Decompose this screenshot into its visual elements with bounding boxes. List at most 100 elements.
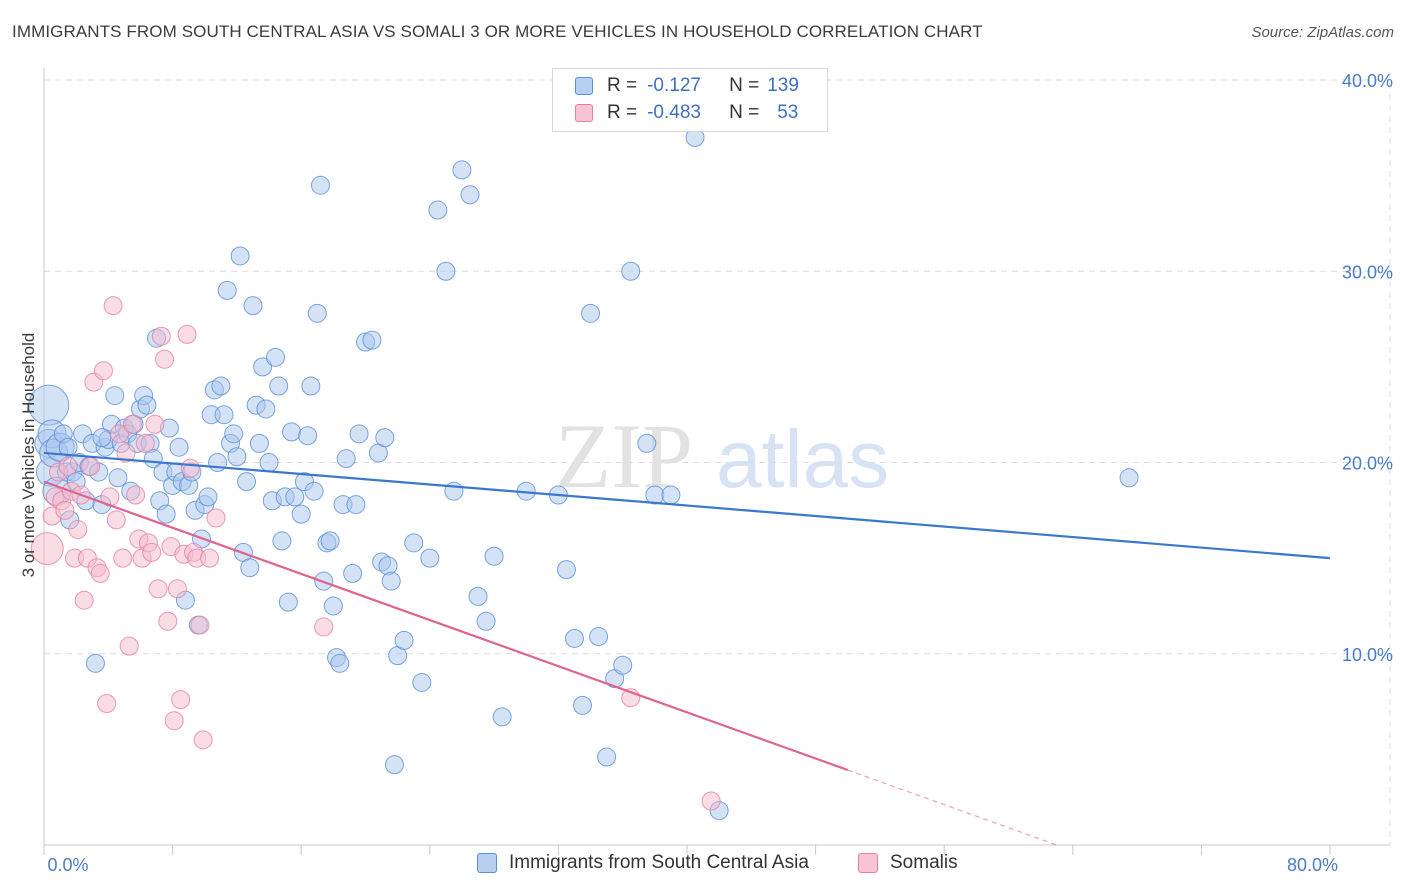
blue-point-104	[378, 556, 398, 576]
blue-point-56	[208, 453, 228, 472]
blue-point-25	[108, 468, 128, 488]
blue-point-65	[237, 472, 257, 492]
pink-point-11	[74, 590, 94, 610]
pink-point-51	[314, 617, 334, 637]
blue-point-67	[243, 296, 263, 316]
blue-point-132	[637, 433, 657, 453]
source-note: Source: ZipAtlas.com	[1251, 24, 1394, 41]
pink-point-37	[158, 611, 178, 631]
pink-point-36	[155, 349, 175, 369]
blue-trend-line	[43, 451, 1331, 560]
blue-point-78	[278, 592, 298, 612]
blue-point-125	[573, 695, 593, 715]
blue-point-124	[564, 628, 584, 648]
pink-point-13	[81, 456, 101, 476]
blue-point-75	[269, 376, 289, 396]
y-tick-label-1: 20.0%	[1342, 454, 1393, 474]
blue-point-70	[253, 357, 273, 377]
blue-point-123	[556, 560, 576, 580]
blue-point-61	[224, 424, 244, 444]
blue-point-93	[330, 653, 350, 673]
watermark-atlas: atlas	[716, 414, 889, 505]
blue-point-109	[404, 533, 424, 553]
legend-swatch-pink	[575, 104, 593, 122]
blue-point-137	[1119, 468, 1139, 488]
points-layer	[28, 127, 1139, 821]
blue-point-110	[412, 672, 432, 692]
blue-point-116	[460, 185, 480, 205]
blue-point-98	[349, 424, 369, 444]
blue-point-95	[336, 449, 356, 469]
blue-point-131	[621, 261, 641, 281]
pink-point-23	[113, 548, 133, 568]
blue-point-115	[452, 160, 472, 180]
blue-point-18	[85, 653, 105, 673]
blue-point-108	[394, 630, 414, 650]
blue-point-87	[310, 175, 330, 195]
blue-point-57	[211, 376, 231, 396]
watermark: ZIP atlas	[555, 405, 889, 507]
series-legend-swatch-blue	[477, 853, 497, 873]
blue-point-117	[468, 586, 488, 606]
pink-point-43	[177, 324, 197, 344]
blue-point-63	[230, 246, 250, 266]
y-tick-label-0: 10.0%	[1342, 645, 1393, 665]
chart-title: IMMIGRANTS FROM SOUTH CENTRAL ASIA VS SO…	[12, 22, 983, 41]
pink-point-21	[106, 510, 126, 530]
legend-r-label: R =	[607, 75, 638, 96]
series-legend: Immigrants from South Central Asia Somal…	[0, 850, 1406, 878]
legend-r-value: -0.483	[647, 102, 701, 123]
pink-point-53	[701, 791, 721, 811]
blue-point-111	[420, 548, 440, 568]
series-pink	[30, 296, 721, 811]
blue-point-130	[613, 655, 633, 675]
pink-point-26	[122, 414, 142, 434]
legend-n-label: N =	[729, 102, 760, 123]
blue-point-97	[346, 495, 366, 515]
legend-n-value: 139	[767, 75, 799, 96]
pink-point-27	[126, 485, 146, 505]
series-legend-item-blue: Immigrants from South Central Asia	[477, 852, 809, 874]
pink-point-48	[193, 730, 213, 750]
blue-point-120	[492, 707, 512, 727]
legend-row-blue: R = -0.127 N = 139	[575, 73, 799, 99]
blue-point-71	[256, 399, 276, 419]
legend-r-label: R =	[607, 102, 638, 123]
pink-point-24	[116, 443, 136, 463]
correlation-legend: R = -0.127 N = 139 R = -0.483 N = 53	[552, 68, 828, 132]
series-legend-swatch-pink	[858, 853, 878, 873]
pink-point-50	[206, 508, 226, 528]
blue-point-62	[227, 447, 247, 467]
legend-swatch-blue	[575, 77, 593, 95]
blue-point-90	[320, 531, 340, 551]
blue-point-40	[156, 504, 176, 524]
blue-point-59	[217, 280, 237, 300]
blue-point-66	[240, 558, 260, 578]
pink-point-33	[145, 414, 165, 434]
pink-point-0	[30, 532, 64, 566]
legend-n-label: N =	[729, 75, 760, 96]
y-tick-label-3: 40.0%	[1342, 71, 1393, 91]
pink-point-22	[110, 424, 130, 444]
series-legend-label: Immigrants from South Central Asia	[509, 852, 809, 873]
blue-point-9	[58, 437, 78, 457]
blue-point-113	[436, 261, 456, 281]
blue-point-34	[137, 395, 157, 415]
legend-r-value: -0.127	[647, 75, 701, 96]
x-tick-label-1: 80.0%	[1287, 855, 1338, 875]
blue-point-24	[105, 386, 125, 406]
blue-point-72	[259, 453, 279, 472]
blue-point-44	[169, 437, 189, 457]
trend-layer	[43, 451, 1331, 846]
blue-point-81	[291, 504, 311, 524]
blue-point-126	[581, 303, 601, 323]
pink-point-32	[142, 542, 162, 562]
blue-point-86	[307, 303, 327, 323]
pink-point-40	[167, 579, 187, 599]
pink-point-35	[151, 326, 171, 346]
blue-point-118	[476, 611, 496, 631]
blue-point-74	[265, 347, 285, 367]
legend-n-value: 53	[777, 102, 799, 123]
blue-point-79	[282, 422, 302, 442]
